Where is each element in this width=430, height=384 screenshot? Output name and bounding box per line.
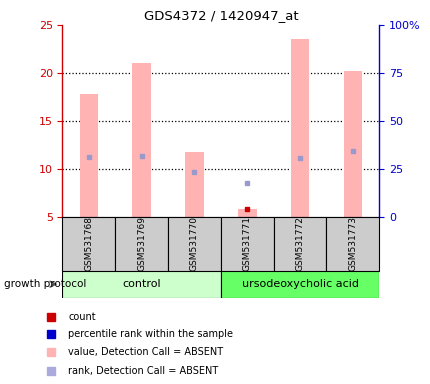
Text: value, Detection Call = ABSENT: value, Detection Call = ABSENT: [68, 347, 223, 357]
Text: control: control: [122, 279, 161, 289]
Bar: [220, 217, 273, 271]
Bar: [185, 152, 203, 217]
Bar: [290, 40, 309, 217]
Bar: [326, 217, 378, 271]
Text: rank, Detection Call = ABSENT: rank, Detection Call = ABSENT: [68, 366, 218, 376]
Bar: [132, 63, 150, 217]
Text: GSM531773: GSM531773: [347, 216, 356, 271]
Bar: [115, 217, 168, 271]
Text: GSM531770: GSM531770: [190, 216, 199, 271]
Text: GSM531772: GSM531772: [295, 217, 304, 271]
Bar: [62, 217, 115, 271]
Bar: [273, 217, 326, 271]
Text: percentile rank within the sample: percentile rank within the sample: [68, 329, 233, 339]
Bar: [220, 271, 378, 298]
Title: GDS4372 / 1420947_at: GDS4372 / 1420947_at: [143, 9, 298, 22]
Text: GSM531771: GSM531771: [242, 216, 251, 271]
Text: GSM531768: GSM531768: [84, 216, 93, 271]
Text: count: count: [68, 311, 95, 321]
Text: ursodeoxycholic acid: ursodeoxycholic acid: [241, 279, 358, 289]
Bar: [62, 271, 221, 298]
Text: growth protocol: growth protocol: [4, 279, 86, 289]
Bar: [80, 94, 98, 217]
Bar: [168, 217, 220, 271]
Text: GSM531769: GSM531769: [137, 216, 146, 271]
Bar: [343, 71, 361, 217]
Bar: [237, 209, 256, 217]
